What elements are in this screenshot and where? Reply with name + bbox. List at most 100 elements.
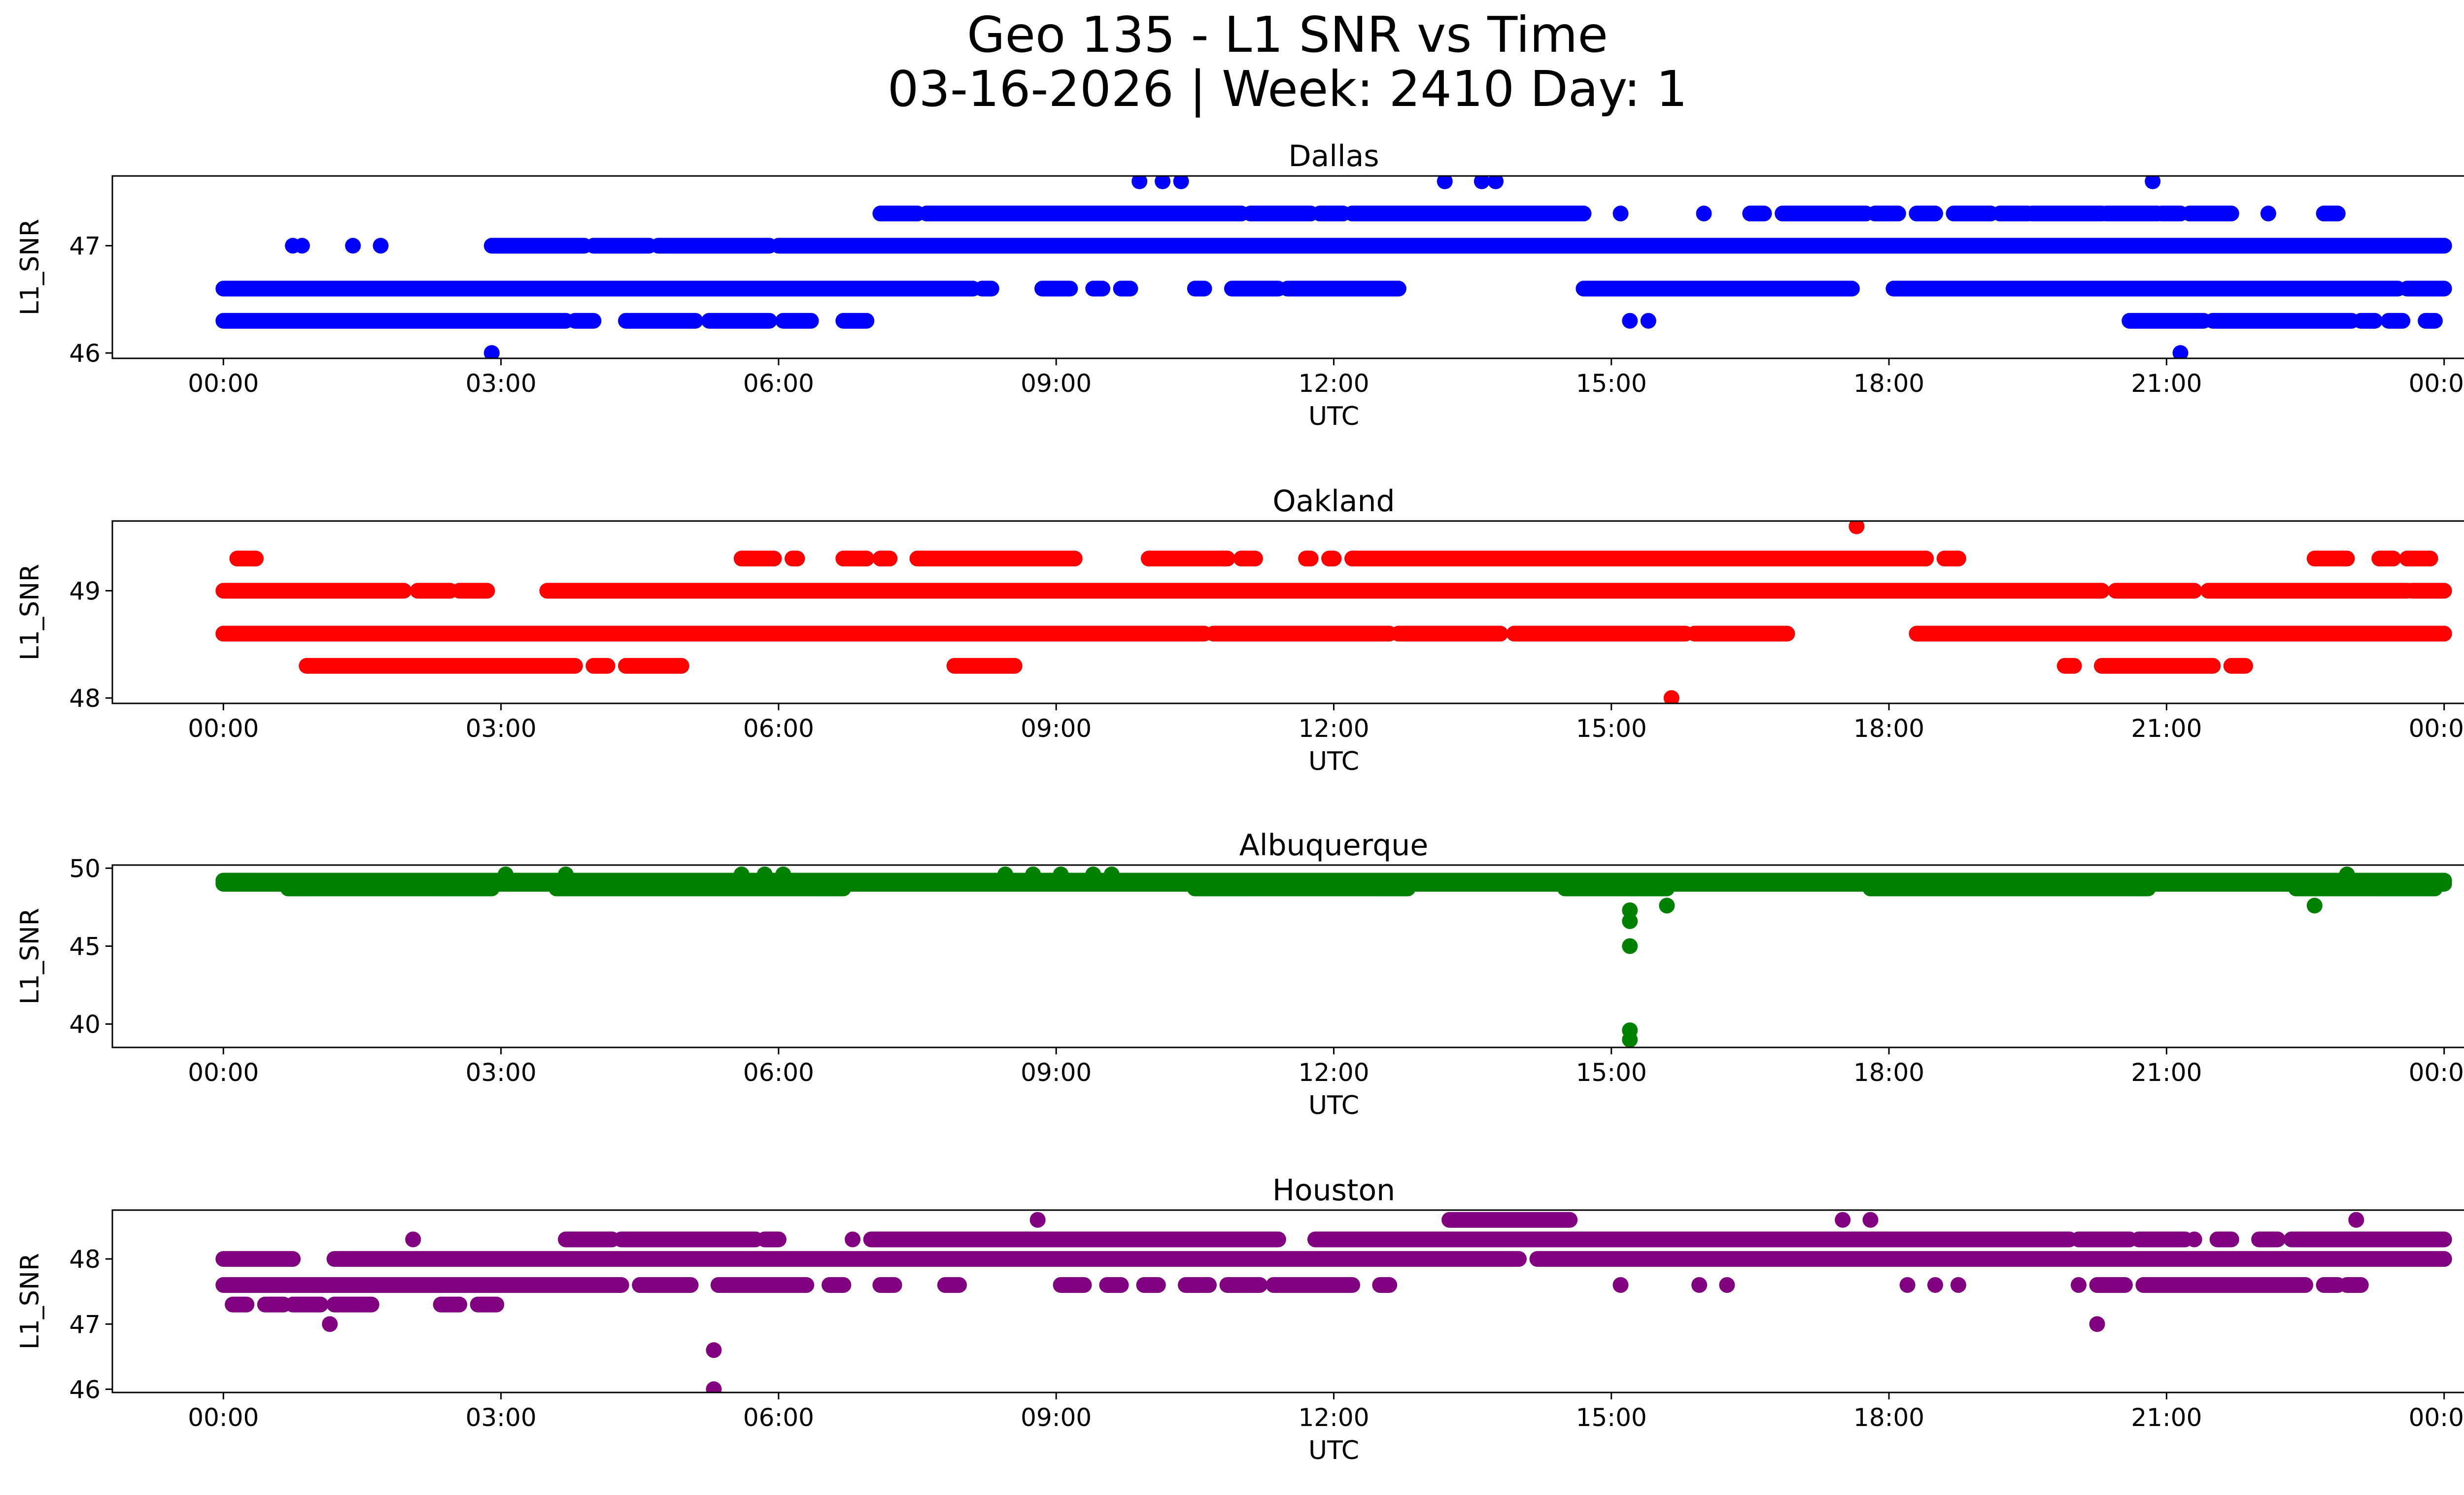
y-axis-label: L1_SNR <box>15 564 45 661</box>
y-tick-label: 46 <box>69 339 101 368</box>
data-point <box>1835 1212 1851 1228</box>
data-point <box>2186 1231 2202 1248</box>
data-point <box>294 238 310 254</box>
data-point <box>2071 1277 2087 1293</box>
x-tick-label: 06:00 <box>743 369 814 398</box>
axes-frame <box>111 175 2464 359</box>
x-tick-label: 12:00 <box>1298 369 1369 398</box>
data-point <box>483 345 500 358</box>
data-point <box>322 1316 338 1332</box>
data-point <box>1053 866 1069 882</box>
y-tick-label: 48 <box>69 684 101 713</box>
data-point <box>345 238 361 254</box>
x-tick-label: 18:00 <box>1853 369 1924 398</box>
subplot-title: Albuquerque <box>1239 828 1429 863</box>
y-tick-label: 40 <box>69 1010 101 1039</box>
data-point <box>1622 313 1638 329</box>
scatter-points <box>215 176 2452 358</box>
data-point <box>1640 313 1656 329</box>
data-point <box>1862 1212 1879 1228</box>
y-axis-label: L1_SNR <box>15 908 45 1005</box>
x-axis-label: UTC <box>1308 1436 1359 1465</box>
subplot-title: Oakland <box>1272 484 1395 519</box>
data-point <box>405 1231 421 1248</box>
x-tick-label: 03:00 <box>466 1058 537 1087</box>
data-point <box>1899 1277 1916 1293</box>
data-point <box>1663 690 1679 703</box>
data-point <box>775 866 791 882</box>
data-point <box>1612 206 1629 222</box>
data-point <box>1437 176 1453 189</box>
scatter-points <box>215 521 2452 703</box>
y-axis-label: L1_SNR <box>15 219 45 315</box>
x-tick-label: 15:00 <box>1576 714 1647 743</box>
data-point <box>1691 1277 1708 1293</box>
x-tick-label: 00:00 <box>188 369 259 398</box>
data-point <box>1488 176 1504 189</box>
x-tick-label: 00:00 <box>188 714 259 743</box>
x-tick-label: 12:00 <box>1298 1403 1369 1432</box>
data-point <box>1622 913 1638 929</box>
y-tick-label: 45 <box>69 932 101 961</box>
data-point <box>498 866 514 882</box>
x-axis-label: UTC <box>1308 1091 1359 1120</box>
subplot-title: Houston <box>1272 1173 1395 1208</box>
x-tick-label: 12:00 <box>1298 714 1369 743</box>
x-tick-label: 18:00 <box>1853 714 1924 743</box>
figure-title-line1: Geo 135 - L1 SNR vs Time <box>967 6 1608 64</box>
data-point <box>373 238 389 254</box>
data-point <box>215 626 232 642</box>
data-point <box>1155 176 1171 189</box>
x-tick-label: 09:00 <box>1021 714 1092 743</box>
panel-houston: 00:00 03:00 06:00 09:00 12:00 15:00 18:00 21:00… <box>15 1173 2464 1465</box>
x-tick-label: 18:00 <box>1853 1403 1924 1432</box>
data-point <box>1696 206 1712 222</box>
y-tick-label: 46 <box>69 1375 101 1404</box>
x-tick-label: 00:00 <box>2409 1058 2464 1087</box>
data-point <box>2436 626 2452 642</box>
data-point <box>1473 176 1490 189</box>
data-point <box>756 866 773 882</box>
x-tick-label: 15:00 <box>1576 369 1647 398</box>
data-point <box>706 1381 722 1392</box>
subplot-title: Dallas <box>1288 139 1379 174</box>
data-point <box>1029 1212 1046 1228</box>
data-point <box>1622 1032 1638 1047</box>
x-tick-label: 03:00 <box>466 1403 537 1432</box>
y-tick-label: 49 <box>69 577 101 605</box>
data-point <box>2348 1212 2364 1228</box>
data-point <box>1622 938 1638 954</box>
x-tick-label: 09:00 <box>1021 369 1092 398</box>
axes-frame <box>111 520 2464 704</box>
panel-oakland: 00:00 03:00 06:00 09:00 12:00 15:00 18:00 21:00… <box>15 484 2464 776</box>
x-tick-label: 21:00 <box>2131 1403 2202 1432</box>
data-point <box>1848 521 1865 534</box>
data-point <box>2436 238 2452 254</box>
data-point <box>733 866 750 882</box>
data-point <box>2260 206 2276 222</box>
x-tick-label: 03:00 <box>466 369 537 398</box>
data-point <box>558 866 574 882</box>
data-point <box>1927 1277 1943 1293</box>
data-point <box>2339 866 2355 882</box>
x-axis-label: UTC <box>1308 402 1359 431</box>
x-tick-label: 09:00 <box>1021 1058 1092 1087</box>
data-point <box>997 866 1013 882</box>
x-tick-label: 06:00 <box>743 1058 814 1087</box>
x-tick-label: 06:00 <box>743 714 814 743</box>
data-point <box>1612 1277 1629 1293</box>
x-tick-label: 15:00 <box>1576 1058 1647 1087</box>
x-tick-label: 21:00 <box>2131 369 2202 398</box>
data-point <box>1950 1277 1966 1293</box>
data-point <box>2172 345 2189 358</box>
x-axis-label: UTC <box>1308 747 1359 776</box>
data-point <box>1103 866 1120 882</box>
x-tick-label: 00:00 <box>2409 1403 2464 1432</box>
data-point <box>706 1342 722 1358</box>
y-axis-label: L1_SNR <box>15 1253 45 1350</box>
data-point <box>845 1231 861 1248</box>
x-tick-label: 12:00 <box>1298 1058 1369 1087</box>
data-point <box>1131 176 1148 189</box>
panel-albuquerque: 00:00 03:00 06:00 09:00 12:00 15:00 18:00 21:00… <box>15 828 2464 1120</box>
